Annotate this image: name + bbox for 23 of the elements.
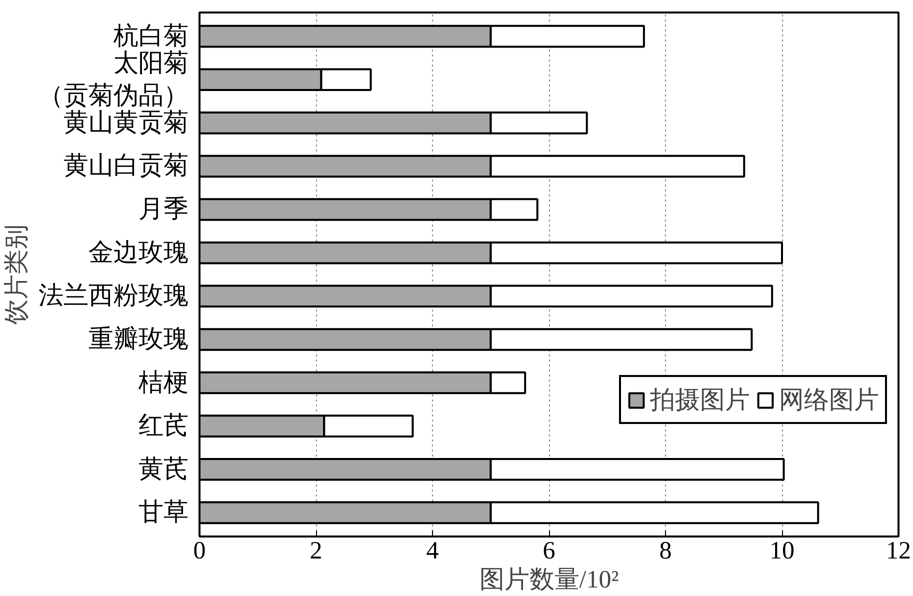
x-tick-label: 12	[886, 538, 911, 564]
y-tick-label: 重瓣玫瑰	[88, 324, 188, 353]
legend-label: 拍摄图片	[650, 386, 750, 416]
y-tick-label: 杭白菊	[112, 22, 188, 50]
x-tick-label: 2	[310, 538, 322, 564]
y-tick-label: 太阳菊（贡菊伪品）	[38, 50, 188, 110]
x-tick-label: 0	[193, 538, 206, 564]
y-axis-title: 饮片类别	[4, 224, 30, 326]
x-axis-title: 图片数量/10²	[479, 566, 619, 594]
y-tick-label: 甘草	[138, 499, 188, 526]
x-tick-label: 6	[542, 538, 556, 564]
y-tick-label: 桔梗	[138, 369, 188, 396]
y-tick-label: 红芪	[138, 412, 188, 440]
y-tick-label: 黄山白贡菊	[64, 152, 188, 180]
y-tick-label: 法兰西粉玫瑰	[38, 282, 188, 310]
y-tick-label: 黄山黄贡菊	[64, 109, 188, 136]
y-tick-label: 月季	[138, 196, 188, 224]
y-tick-label: 黄芪	[138, 456, 188, 483]
x-tick-label: 10	[770, 538, 794, 564]
x-tick-label: 4	[426, 538, 440, 564]
x-tick-label: 8	[659, 538, 672, 564]
legend-label: 网络图片	[779, 386, 879, 416]
y-tick-label: 金边玫瑰	[88, 239, 188, 266]
